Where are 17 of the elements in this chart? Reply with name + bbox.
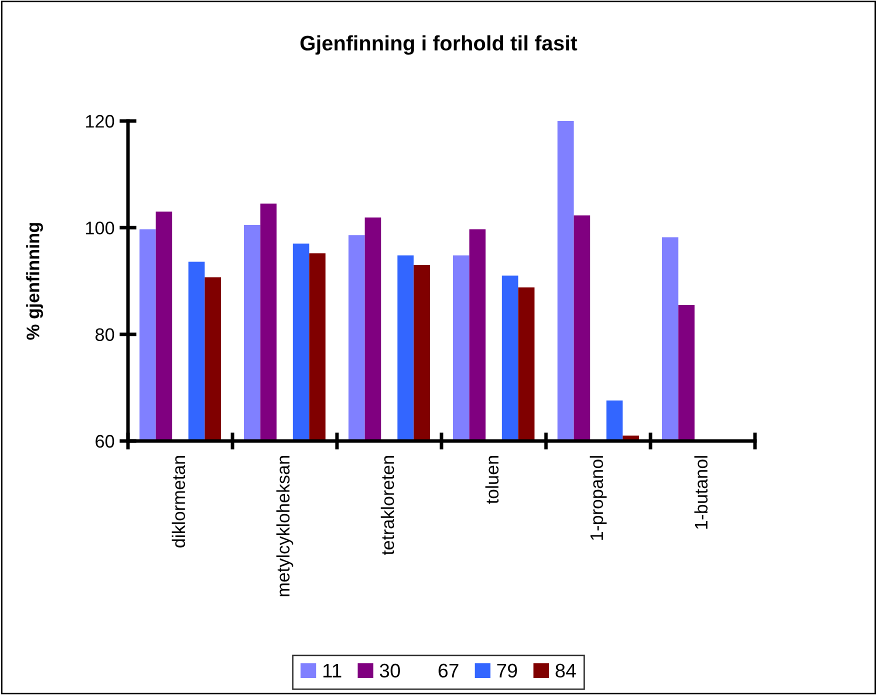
text: 67 xyxy=(438,664,458,678)
x-tick-label: 1-propanol xyxy=(590,456,607,540)
legend-label: 79 xyxy=(497,664,517,678)
y-tick-label: 60 xyxy=(96,434,114,448)
x-tick-label: metylcykloheksan xyxy=(276,456,294,596)
y-tick-label: 100 xyxy=(86,222,114,234)
y-tick-label: 120 xyxy=(86,114,114,128)
legend-label: 84 xyxy=(556,664,576,678)
legend-label: 30 xyxy=(380,664,400,678)
y-axis-title: % gjenfinning xyxy=(26,223,44,340)
x-tick-label: toluen xyxy=(485,456,499,504)
y-tick-label: 80 xyxy=(96,328,114,342)
x-tick-label: 1-butanol xyxy=(694,456,708,529)
x-tick-label: tetrakloreten xyxy=(380,456,394,555)
chart-title: Gjenfinning i forhold til fasit xyxy=(300,35,578,55)
x-tick-label: diklormetan xyxy=(172,456,186,548)
legend-label: 11 xyxy=(323,664,342,678)
